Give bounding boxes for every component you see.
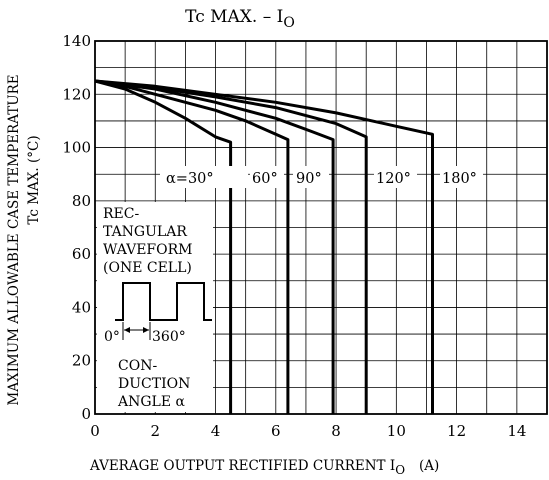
waveform-icon <box>115 282 212 321</box>
y-tick-label: 40 <box>72 298 91 316</box>
curve-label-bg-180 <box>440 166 483 188</box>
y-tick-label: 120 <box>62 85 91 103</box>
curve-labels: α=30° 60° 90° 120° 180° <box>160 166 483 188</box>
x-tick-label: 0 <box>90 422 100 440</box>
curve-label-bg-60 <box>250 166 284 188</box>
y-tick-label: 0 <box>81 405 91 423</box>
series-line <box>94 79 233 414</box>
inset-bottom-2: DUCTION <box>118 376 190 392</box>
y-tick-label: 100 <box>62 139 91 157</box>
series-layer <box>94 79 434 414</box>
x-tick-label: 8 <box>331 422 341 440</box>
x-axis-label-subscript: O <box>395 463 405 477</box>
y-tick-label: 80 <box>72 192 91 210</box>
curve-label-30: α=30° <box>166 171 214 187</box>
inset-line-3: WAVEFORM <box>103 242 193 258</box>
inset-line-1: REC- <box>103 206 139 222</box>
curve-label-bg-30 <box>160 166 248 188</box>
x-tick-label: 6 <box>271 422 281 440</box>
x-tick-label: 10 <box>387 422 406 440</box>
x-axis-label: AVERAGE OUTPUT RECTIFIED CURRENT IO (A) <box>89 458 439 477</box>
curve-label-bg-120 <box>374 166 417 188</box>
x-tick-label: 12 <box>447 422 466 440</box>
curve-label-90: 90° <box>296 171 322 187</box>
inset-line-4: (ONE CELL) <box>103 260 192 276</box>
curve-label-180: 180° <box>442 171 477 187</box>
waveform-inset: REC- TANGULAR WAVEFORM (ONE CELL) 0° 360… <box>97 202 213 412</box>
inset-bottom-3: ANGLE α <box>117 394 186 410</box>
y-tick-label: 20 <box>72 352 91 370</box>
inset-bottom-1: CON- <box>118 358 157 374</box>
plot-frame <box>94 40 548 415</box>
period-arrow-head-right <box>143 327 149 333</box>
chart-title-subscript: O <box>283 15 294 31</box>
curve-label-60: 60° <box>252 171 278 187</box>
series-line <box>94 79 290 414</box>
y-axis-label: MAXIMUM ALLOWABLE CASE TEMPERATURE <box>6 74 22 405</box>
y-tick-label: 140 <box>62 32 91 50</box>
curve-label-bg-90 <box>293 166 329 188</box>
x-tick-label: 2 <box>150 422 160 440</box>
period-arrow-head-left <box>124 327 130 333</box>
inset-360-degree: 360° <box>152 329 186 345</box>
y-tick-label: 60 <box>72 245 91 263</box>
inset-zero-degree: 0° <box>104 329 120 345</box>
x-tick-label: 4 <box>211 422 221 440</box>
y-axis-label-2: Tc MAX. (°C) <box>26 135 42 224</box>
series-line <box>94 79 434 414</box>
x-tick-label: 14 <box>507 422 526 440</box>
chart-title: Tc MAX. – IO <box>185 7 295 31</box>
curve-label-120: 120° <box>376 171 411 187</box>
x-axis-unit: (A) <box>419 458 439 474</box>
inset-background <box>97 202 213 412</box>
inset-line-2: TANGULAR <box>103 224 187 240</box>
